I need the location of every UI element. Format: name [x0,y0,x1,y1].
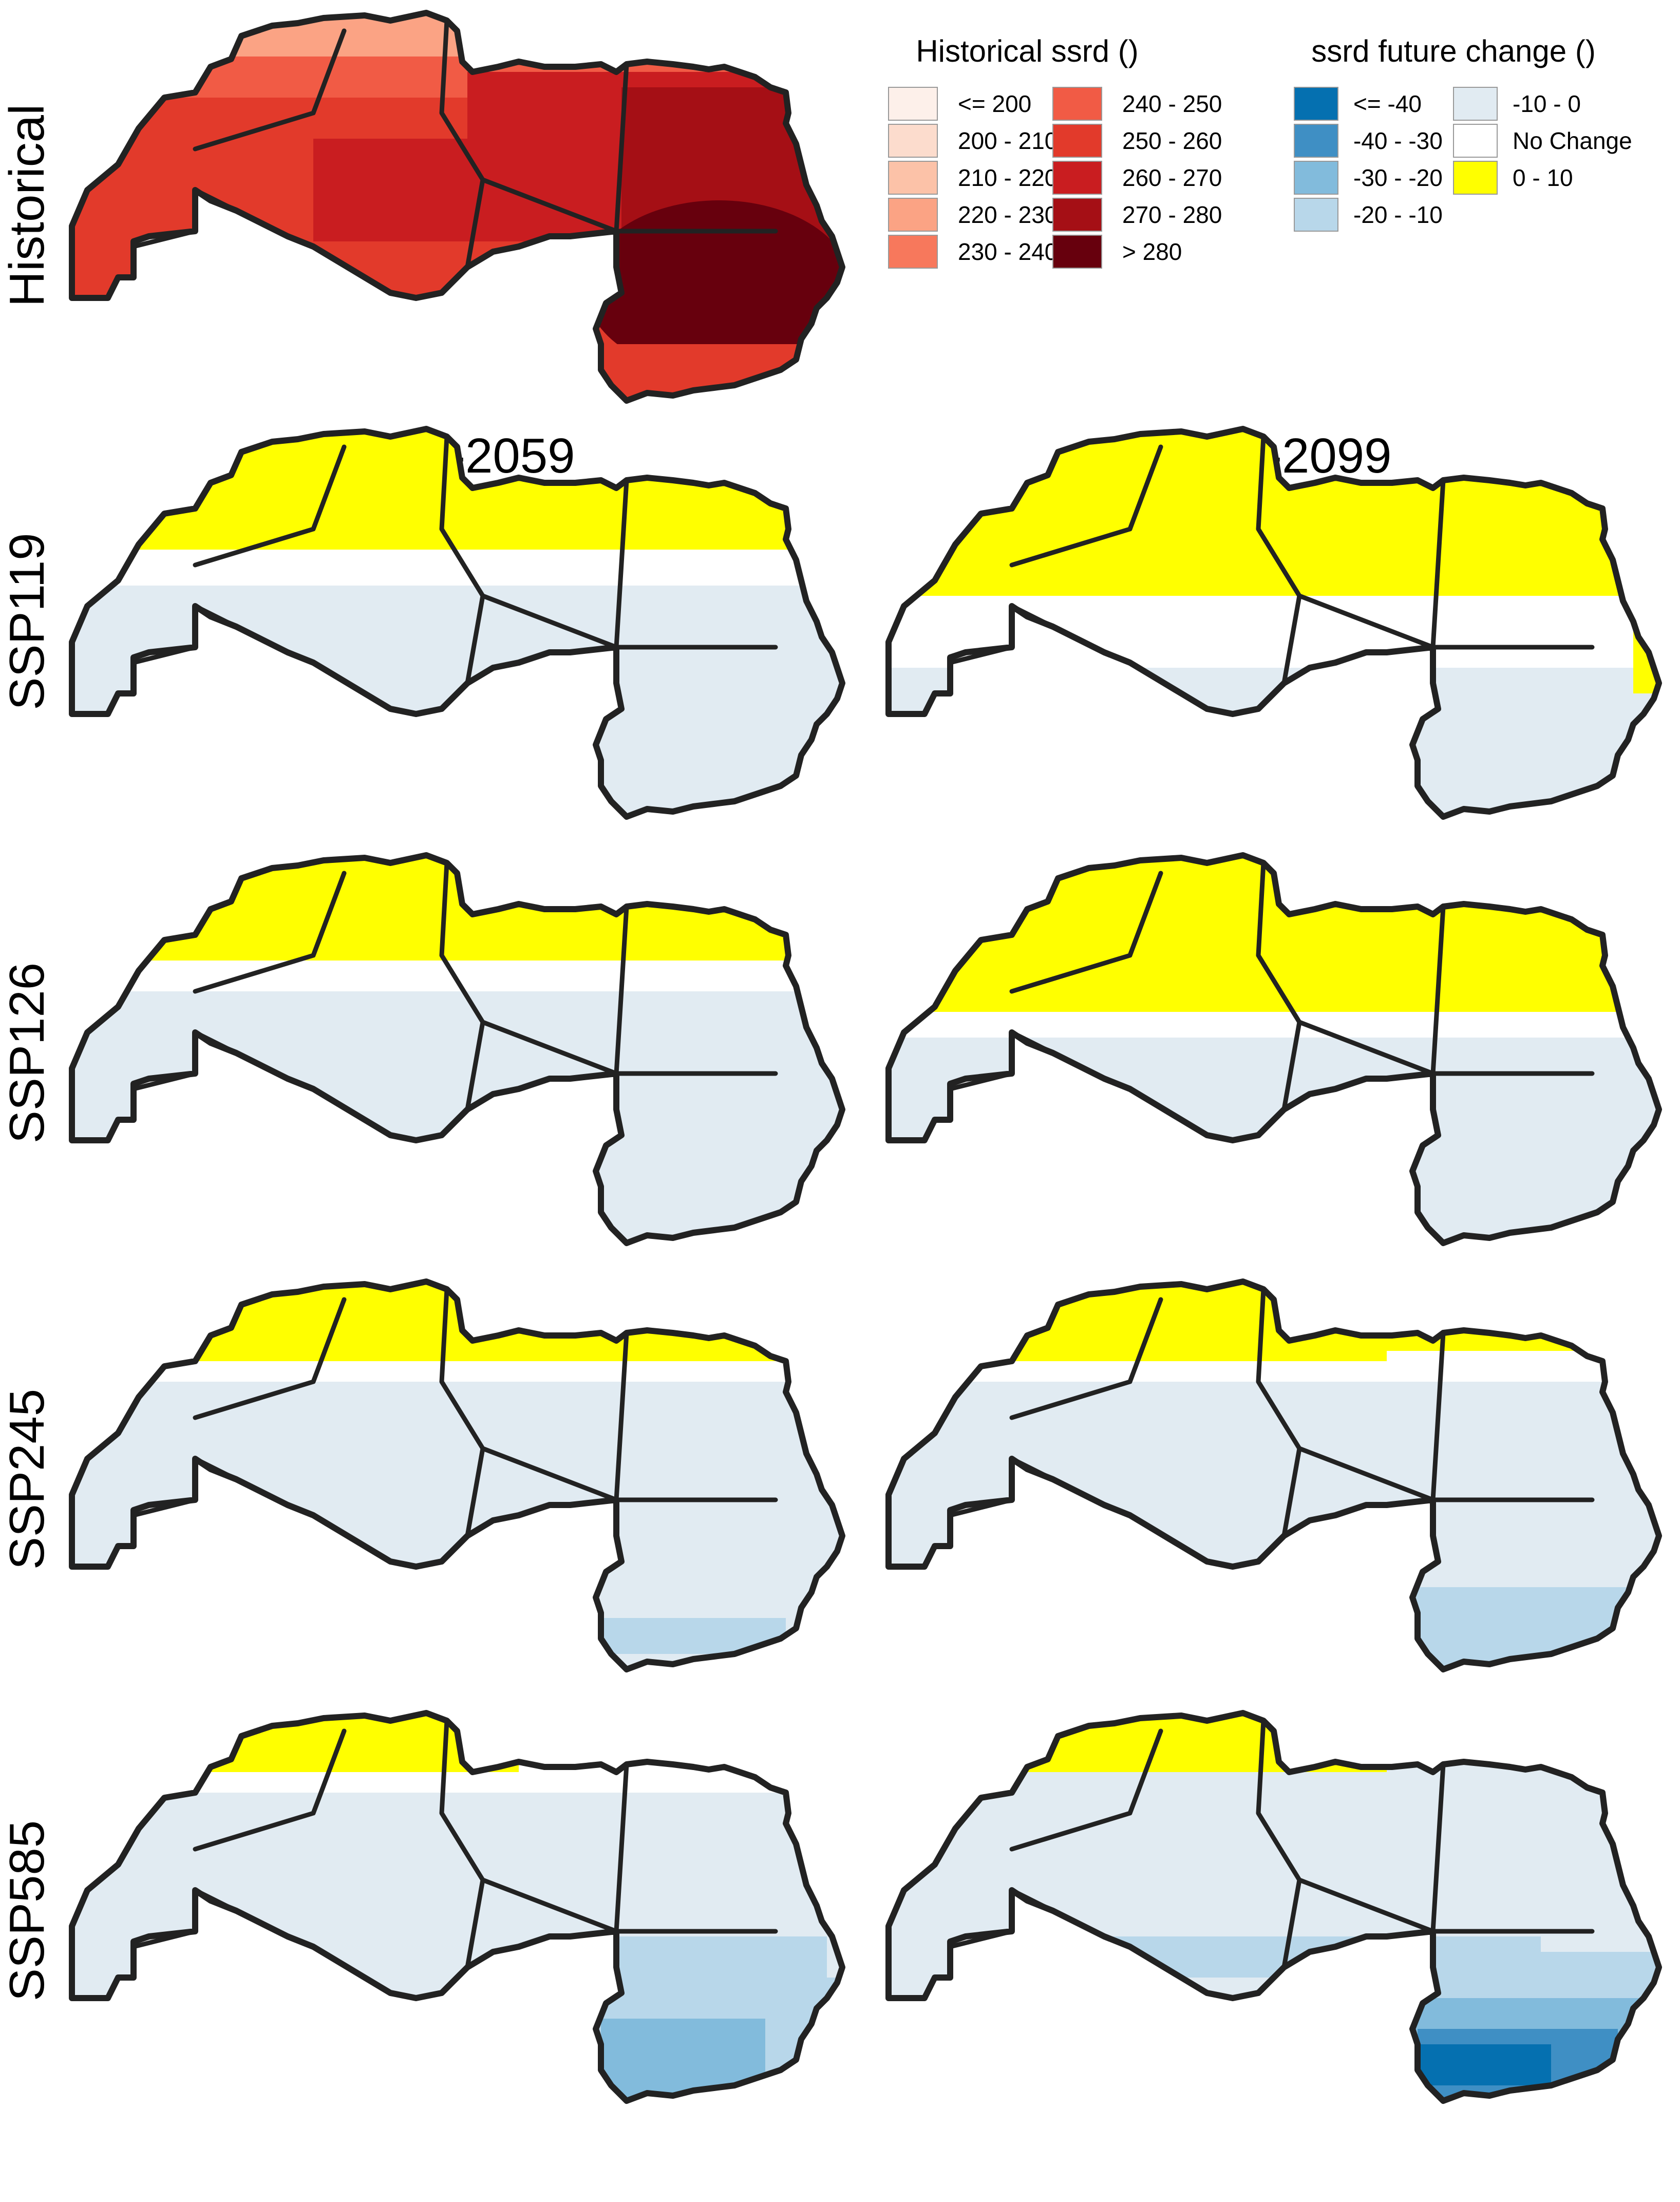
historical-legend-swatch [888,235,938,269]
historical-legend-items: <= 200 200 - 210 210 - 220 220 - 230 230 - 2… [888,87,1222,269]
historical-legend-item: 260 - 270 [1052,161,1222,195]
change-legend-swatch [1453,87,1498,121]
change-legend-swatch [1294,87,1338,121]
historical-legend-label: <= 200 [958,90,1031,117]
row-label-ssp245: SSP245 [0,1389,54,1570]
historical-legend-swatch [888,87,938,121]
change-legend-items: <= -40 -40 - -30 -30 - -20 -20 - -10 -10 - 0… [1294,87,1632,232]
historical-legend-item: 210 - 220 [888,161,1058,195]
historical-legend-item: <= 200 [888,87,1031,121]
historical-legend: Historical ssrd () <= 200 200 - 210 210 - … [888,34,1222,269]
change-legend-item: -30 - -20 [1294,161,1443,195]
change-legend-title: ssrd future change () [1311,34,1596,68]
change-legend-item: No Change [1453,124,1632,158]
change-legend-label: -30 - -20 [1353,164,1443,191]
change-legend-label: -20 - -10 [1353,201,1443,228]
map-ssp245-2060-2099 [873,1279,1680,1690]
historical-legend-item: > 280 [1052,235,1182,269]
change-legend-item: -40 - -30 [1294,124,1443,158]
row-label-ssp585: SSP585 [0,1820,54,2001]
map-historical [56,10,878,421]
map-ssp126-2060-2099 [873,853,1680,1264]
change-legend: ssrd future change () <= -40 -40 - -30 -30… [1294,34,1632,232]
historical-legend-swatch [1052,198,1102,232]
change-legend-swatch [1453,161,1498,195]
map-ssp585-2060-2099 [873,1710,1680,2121]
change-legend-swatch [1294,198,1338,232]
historical-legend-label: 250 - 260 [1122,127,1222,154]
change-legend-swatch [1294,124,1338,158]
map-ssp119-2020-2059 [56,426,878,837]
change-legend-label: -10 - 0 [1513,90,1581,117]
historical-legend-item: 250 - 260 [1052,124,1222,158]
historical-legend-swatch [1052,235,1102,269]
change-legend-label: 0 - 10 [1513,164,1573,191]
change-legend-swatch [1294,161,1338,195]
historical-legend-label: 230 - 240 [958,238,1058,265]
change-legend-label: <= -40 [1353,90,1422,117]
change-legend-item: -20 - -10 [1294,198,1443,232]
historical-legend-label: 200 - 210 [958,127,1058,154]
historical-legend-label: 270 - 280 [1122,201,1222,228]
map-ssp119-2060-2099 [873,426,1680,837]
historical-legend-title: Historical ssrd () [916,34,1138,68]
historical-legend-swatch [888,161,938,195]
map-ssp126-2020-2059 [56,853,878,1264]
change-legend-item: 0 - 10 [1453,161,1573,195]
row-label-historical: Historical [0,104,54,307]
change-legend-item: <= -40 [1294,87,1422,121]
historical-legend-item: 230 - 240 [888,235,1058,269]
row-label-ssp126: SSP126 [0,963,54,1143]
map-ssp585-2020-2059 [56,1710,878,2121]
historical-legend-label: > 280 [1122,238,1182,265]
historical-legend-swatch [888,124,938,158]
row-label-ssp119: SSP119 [0,533,54,710]
map-ssp245-2020-2059 [56,1279,878,1690]
historical-legend-swatch [888,198,938,232]
change-legend-item: -10 - 0 [1453,87,1581,121]
historical-legend-swatch [1052,124,1102,158]
historical-legend-item: 200 - 210 [888,124,1058,158]
historical-legend-item: 220 - 230 [888,198,1058,232]
historical-legend-label: 210 - 220 [958,164,1058,191]
change-legend-label: -40 - -30 [1353,127,1443,154]
historical-legend-swatch [1052,87,1102,121]
change-legend-swatch [1453,124,1498,158]
historical-legend-swatch [1052,161,1102,195]
historical-legend-item: 270 - 280 [1052,198,1222,232]
historical-legend-label: 220 - 230 [958,201,1058,228]
change-legend-label: No Change [1513,127,1632,154]
historical-legend-item: 240 - 250 [1052,87,1222,121]
historical-legend-label: 260 - 270 [1122,164,1222,191]
historical-legend-label: 240 - 250 [1122,90,1222,117]
